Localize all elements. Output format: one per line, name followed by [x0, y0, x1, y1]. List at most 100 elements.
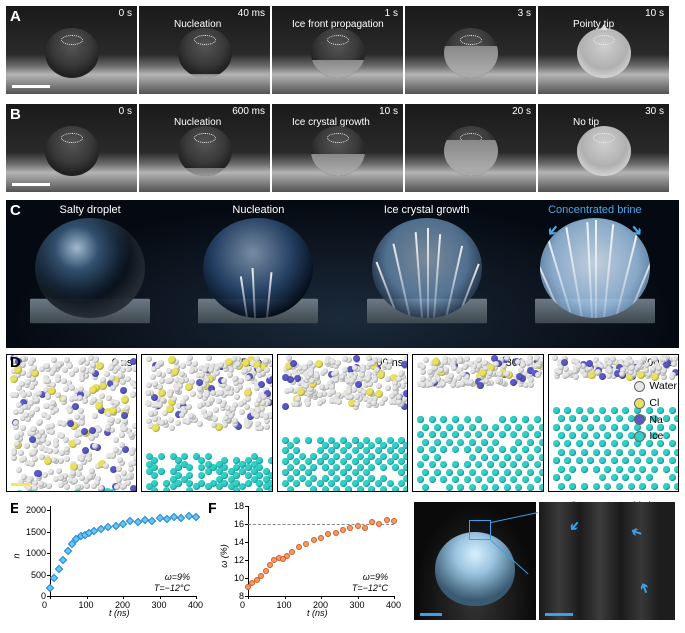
atom-icon: [233, 472, 240, 479]
atom-icon: [569, 415, 576, 422]
atom-icon: [481, 454, 488, 461]
atom-icon: [487, 370, 493, 376]
atom-icon: [169, 425, 175, 431]
legend-item: Water: [634, 378, 677, 395]
atom-icon: [75, 439, 81, 445]
atom-icon: [163, 487, 170, 492]
atom-icon: [576, 457, 583, 464]
atom-icon: [156, 371, 162, 377]
atom-icon: [622, 457, 629, 464]
scalebar: [12, 183, 50, 186]
atom-icon: [206, 355, 212, 361]
chart-e: 05001000150020000100200300400t (ns)nω=9%…: [18, 502, 200, 618]
atom-icon: [197, 393, 203, 399]
atom-icon: [34, 406, 40, 412]
atom-icon: [573, 374, 579, 380]
ytick-label: 16: [234, 519, 244, 529]
atom-icon: [593, 415, 600, 422]
atom-icon: [417, 416, 424, 423]
atom-icon: [429, 476, 436, 483]
atom-icon: [440, 446, 447, 453]
time-label: 40 ms: [238, 8, 265, 19]
atom-icon: [515, 424, 522, 431]
reflection-ring-icon: [194, 35, 216, 45]
atom-icon: [448, 373, 454, 379]
atom-icon: [539, 469, 544, 476]
atom-icon: [622, 440, 629, 447]
atom-icon: [179, 378, 185, 384]
atom-icon: [218, 362, 224, 368]
atom-icon: [340, 437, 347, 444]
legend-swatch-icon: [634, 431, 645, 442]
atom-icon: [61, 421, 67, 427]
panel-a-row: 0 sA40 msNucleation1 sIce front propagat…: [6, 6, 669, 94]
atom-icon: [95, 402, 103, 410]
data-point: [63, 547, 71, 555]
atom-icon: [238, 401, 244, 407]
atom-icon: [82, 447, 89, 454]
atom-icon: [205, 468, 212, 475]
atom-icon: [72, 478, 78, 484]
atom-icon: [268, 480, 273, 487]
atom-icon: [522, 461, 529, 468]
droplet-frame: 10 sPointy tip: [538, 6, 669, 94]
panel-g-left-scalebar: [420, 613, 442, 616]
rendered-droplet-icon: [203, 218, 313, 318]
atom-icon: [457, 439, 464, 446]
xtick-label: 400: [386, 600, 401, 610]
atom-icon: [322, 368, 328, 374]
atom-icon: [228, 390, 234, 396]
atom-icon: [348, 394, 354, 400]
reflection-ring-icon: [460, 35, 482, 45]
atom-icon: [403, 378, 408, 384]
atom-icon: [646, 457, 653, 464]
atom-icon: [464, 416, 471, 423]
time-label: 30 s: [645, 106, 664, 117]
atom-icon: [452, 416, 459, 423]
atom-icon: [179, 412, 185, 418]
atom-icon: [515, 484, 522, 491]
atom-icon: [299, 464, 306, 471]
panel-c-slot: Concentrated brine➔➔: [511, 200, 679, 348]
atom-icon: [616, 466, 623, 473]
panel-c-slot: Nucleation: [174, 200, 342, 348]
atom-icon: [380, 486, 387, 492]
atom-icon: [287, 475, 294, 482]
time-label: 20 s: [512, 106, 531, 117]
droplet-icon: [45, 126, 99, 176]
atom-icon: [385, 385, 391, 391]
atom-icon: [674, 483, 679, 490]
atom-icon: [168, 377, 174, 383]
atom-icon: [499, 461, 506, 468]
atom-icon: [510, 379, 517, 386]
droplet-frame: 0 sA: [6, 6, 137, 94]
legend-item: Cl: [634, 395, 677, 412]
atom-icon: [380, 464, 387, 471]
legend-label: Ice: [649, 428, 663, 445]
atom-icon: [639, 466, 646, 473]
time-label: 600 ms: [232, 106, 265, 117]
atom-icon: [91, 397, 97, 403]
data-point: [362, 525, 368, 531]
atom-icon: [504, 484, 511, 491]
atom-icon: [611, 440, 618, 447]
ice-layer: [311, 60, 365, 78]
data-point: [59, 556, 67, 564]
atom-icon: [322, 486, 329, 492]
atom-icon: [93, 357, 99, 363]
atom-icon: [651, 449, 658, 456]
atom-icon: [475, 416, 482, 423]
atom-icon: [245, 423, 251, 429]
atom-icon: [552, 355, 558, 361]
atom-icon: [79, 475, 85, 481]
atom-icon: [49, 429, 55, 435]
atom-icon: [440, 461, 447, 468]
atom-icon: [469, 424, 476, 431]
atom-icon: [403, 486, 408, 492]
atom-icon: [457, 424, 464, 431]
atom-icon: [92, 413, 98, 419]
atom-icon: [132, 423, 138, 429]
atom-icon: [487, 446, 494, 453]
atom-icon: [122, 426, 128, 432]
atom-icon: [366, 388, 374, 396]
